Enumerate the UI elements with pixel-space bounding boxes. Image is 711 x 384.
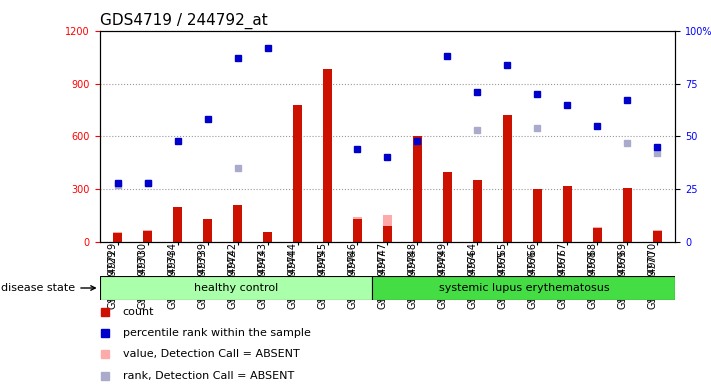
Bar xyxy=(533,189,542,242)
Text: healthy control: healthy control xyxy=(194,283,278,293)
Text: GDS4719 / 244792_at: GDS4719 / 244792_at xyxy=(100,13,267,29)
Bar xyxy=(144,230,151,242)
Text: GSM349743: GSM349743 xyxy=(257,242,267,301)
Text: GSM349744: GSM349744 xyxy=(287,242,297,301)
Bar xyxy=(114,232,122,242)
Bar xyxy=(294,104,301,242)
Text: GSM349748: GSM349748 xyxy=(407,242,417,301)
Bar xyxy=(173,221,181,242)
Bar xyxy=(503,115,512,242)
FancyBboxPatch shape xyxy=(373,276,675,300)
Bar xyxy=(594,227,602,242)
Text: GSM349765: GSM349765 xyxy=(498,242,508,301)
Bar xyxy=(233,231,242,242)
Text: GSM349770: GSM349770 xyxy=(648,242,658,301)
Bar xyxy=(563,185,572,242)
Bar xyxy=(353,219,362,242)
Bar xyxy=(173,207,181,242)
Bar xyxy=(203,219,212,242)
Text: count: count xyxy=(122,307,154,317)
Text: GSM349767: GSM349767 xyxy=(557,242,567,301)
Bar xyxy=(383,215,392,242)
Bar xyxy=(203,232,212,242)
Bar xyxy=(263,233,272,242)
Text: GSM349745: GSM349745 xyxy=(318,242,328,301)
Text: GSM349769: GSM349769 xyxy=(617,242,627,301)
Text: GSM349766: GSM349766 xyxy=(528,242,538,301)
Bar xyxy=(653,230,661,242)
Text: GSM349749: GSM349749 xyxy=(437,242,447,301)
Bar xyxy=(624,188,631,242)
Bar xyxy=(594,228,602,242)
Bar xyxy=(413,136,422,242)
Text: GSM349734: GSM349734 xyxy=(168,242,178,301)
Text: GSM349739: GSM349739 xyxy=(198,242,208,301)
Bar xyxy=(474,180,481,242)
Text: rank, Detection Call = ABSENT: rank, Detection Call = ABSENT xyxy=(122,371,294,381)
Text: GSM349742: GSM349742 xyxy=(228,242,237,301)
Text: GSM349729: GSM349729 xyxy=(107,242,117,301)
Text: GSM349768: GSM349768 xyxy=(587,242,597,301)
Text: value, Detection Call = ABSENT: value, Detection Call = ABSENT xyxy=(122,349,299,359)
Bar xyxy=(114,233,122,242)
Bar xyxy=(233,205,242,242)
Bar xyxy=(144,231,151,242)
Text: GSM349764: GSM349764 xyxy=(467,242,478,301)
Bar xyxy=(324,70,331,242)
Bar xyxy=(263,232,272,242)
Bar xyxy=(653,231,661,242)
Bar xyxy=(383,226,392,242)
Text: GSM349730: GSM349730 xyxy=(137,242,148,301)
Text: percentile rank within the sample: percentile rank within the sample xyxy=(122,328,311,338)
FancyBboxPatch shape xyxy=(100,276,373,300)
Text: GSM349747: GSM349747 xyxy=(378,242,387,301)
Text: GSM349746: GSM349746 xyxy=(348,242,358,301)
Bar xyxy=(444,172,451,242)
Bar xyxy=(353,217,362,242)
Text: disease state: disease state xyxy=(1,283,95,293)
Text: systemic lupus erythematosus: systemic lupus erythematosus xyxy=(439,283,609,293)
